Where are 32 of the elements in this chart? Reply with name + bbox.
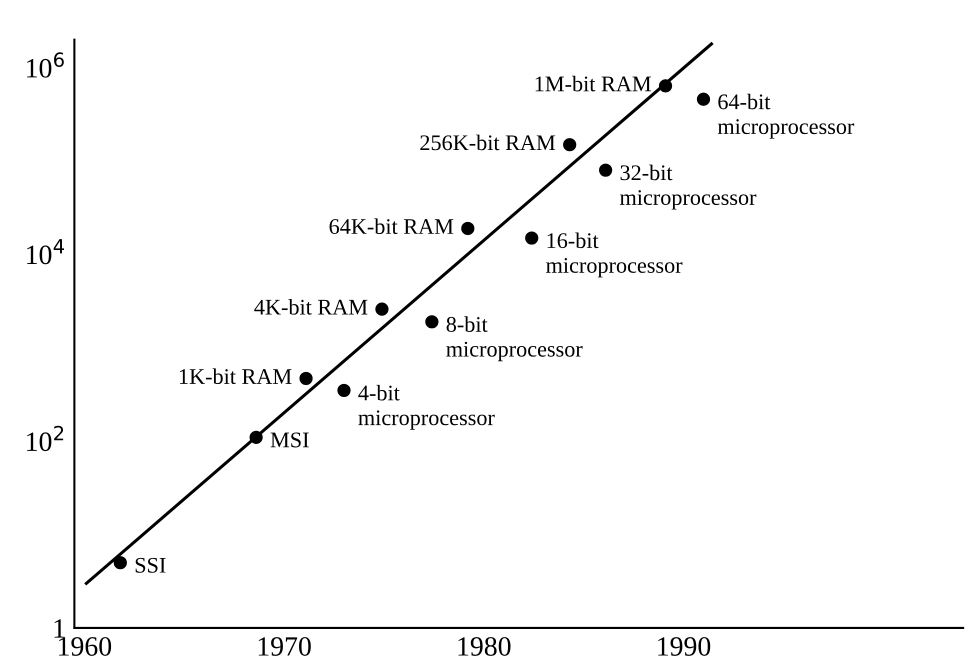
annotation: 16-bit microprocessor [546,232,682,278]
point [658,79,672,92]
point [299,372,313,386]
annotation: 4-bit microprocessor [358,384,495,430]
y-tick-label: 10$^{4}$ [27,239,64,264]
point [425,315,438,328]
point [337,384,351,398]
point [696,92,710,106]
x-tick-label: 1980 [458,637,511,656]
y-tick-label: 1 [54,619,64,638]
x-tick-label: 1970 [258,637,311,656]
point [461,222,474,236]
annotation: 32-bit microprocessor [620,164,756,210]
point [599,164,612,177]
point [250,430,263,444]
y-tick-label: 10$^{2}$ [27,426,64,452]
annotation: MSI [270,432,309,448]
annotation: SSI [136,558,166,573]
x-tick-label: 1960 [59,637,112,656]
annotation: 4K-bit RAM [254,299,368,315]
annotation: 1M-bit RAM [536,76,651,92]
annotation: 256K-bit RAM [420,134,556,150]
annotation: 64K-bit RAM [330,218,454,234]
y-tick-label: 10$^{6}$ [27,52,64,78]
x-tick-label: 1990 [658,637,710,656]
annotation: 1K-bit RAM [180,368,292,384]
point [114,556,127,570]
point [375,302,389,316]
annotation: 8-bit microprocessor [446,316,583,362]
point [525,231,538,245]
point [563,138,576,152]
annotation: 64-bit microprocessor [718,94,854,139]
